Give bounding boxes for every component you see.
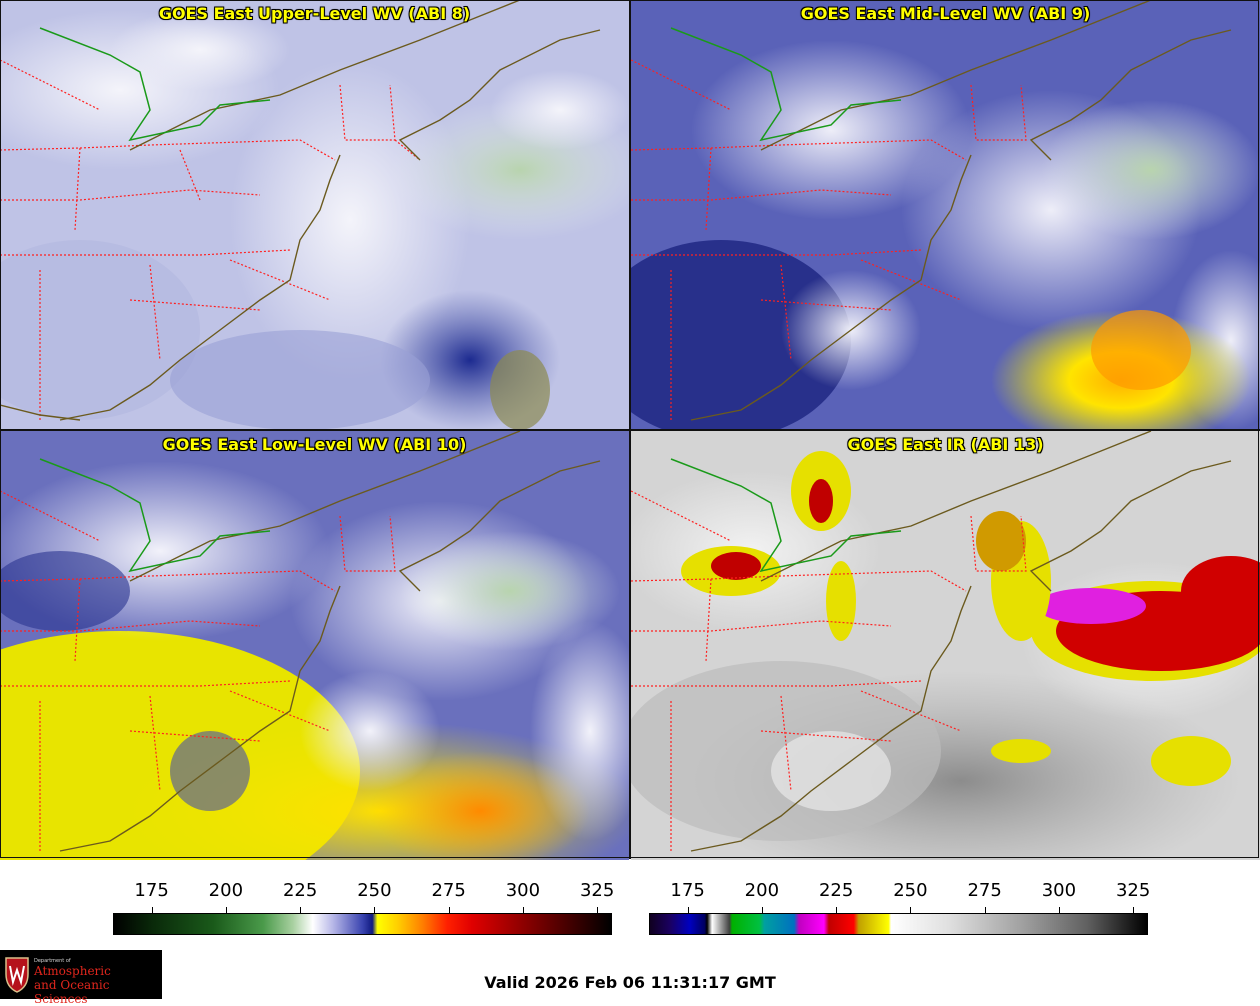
ir-colorbar-tick-label: 275 bbox=[967, 880, 1002, 901]
low-wv-panel: GOES East Low-Level WV (ABI 10) bbox=[0, 431, 629, 860]
ir-colorbar-tick bbox=[836, 907, 838, 913]
panel-title: GOES East Low-Level WV (ABI 10) bbox=[162, 435, 467, 454]
wv-colorbar-tick bbox=[597, 907, 599, 913]
ir-colorbar-tick-label: 225 bbox=[818, 880, 854, 901]
ir-panel: GOES East IR (ABI 13) bbox=[631, 431, 1260, 860]
ir-colorbar-tick bbox=[984, 907, 986, 913]
wv-colorbar-tick bbox=[448, 907, 450, 913]
wv-colorbar-tick bbox=[522, 907, 524, 913]
panel-divider-horizontal bbox=[0, 429, 1260, 431]
wv-colorbar-tick-label: 225 bbox=[282, 880, 318, 901]
wv-colorbar: 175 200 225 250 275 300 325 bbox=[113, 880, 615, 940]
wv-colorbar-tick bbox=[374, 907, 376, 913]
ir-image bbox=[631, 431, 1260, 860]
ir-colorbar-tick bbox=[687, 907, 689, 913]
ir-colorbar-tick-label: 200 bbox=[744, 880, 780, 901]
ir-colorbar-tick bbox=[1133, 907, 1135, 913]
wv-colorbar-tick-label: 175 bbox=[134, 880, 169, 901]
ir-colorbar-tick-label: 175 bbox=[670, 880, 705, 901]
uw-crest-icon bbox=[5, 957, 29, 993]
panel-title: GOES East IR (ABI 13) bbox=[847, 435, 1044, 454]
logo-line1: Atmospheric bbox=[34, 964, 111, 978]
ir-colorbar-tick bbox=[761, 907, 763, 913]
logo-department: Department of bbox=[34, 958, 71, 964]
ir-colorbar-tick-label: 250 bbox=[893, 880, 928, 901]
cold-cloud-tops bbox=[681, 451, 1260, 786]
upper-wv-panel: GOES East Upper-Level WV (ABI 8) bbox=[0, 0, 629, 429]
ir-colorbar-tick-label: 300 bbox=[1041, 880, 1077, 901]
ir-colorbar-tick bbox=[1058, 907, 1060, 913]
wv-colorbar-tick bbox=[300, 907, 302, 913]
panel-title: GOES East Mid-Level WV (ABI 9) bbox=[800, 4, 1091, 23]
wv-colorbar-tick-label: 275 bbox=[431, 880, 466, 901]
wv-colorbar-tick bbox=[225, 907, 227, 913]
ir-colorbar-gradient bbox=[649, 913, 1148, 935]
wv-colorbar-tick-label: 200 bbox=[208, 880, 244, 901]
valid-time: Valid 2026 Feb 06 11:31:17 GMT bbox=[484, 973, 776, 992]
ir-colorbar-tick bbox=[910, 907, 912, 913]
wv-colorbar-tick bbox=[151, 907, 153, 913]
upper-wv-image bbox=[0, 0, 629, 429]
aos-logo: Department of Atmospheric and Oceanic Sc… bbox=[0, 950, 162, 1006]
ir-colorbar: 175 200 225 250 275 300 325 bbox=[649, 880, 1151, 940]
mid-wv-panel: GOES East Mid-Level WV (ABI 9) bbox=[631, 0, 1260, 429]
low-wv-image bbox=[0, 431, 629, 860]
wv-colorbar-gradient bbox=[113, 913, 612, 935]
panel-title: GOES East Upper-Level WV (ABI 8) bbox=[158, 4, 471, 23]
wv-colorbar-tick-label: 300 bbox=[505, 880, 541, 901]
wv-colorbar-tick-label: 250 bbox=[357, 880, 392, 901]
wv-colorbar-tick-label: 325 bbox=[579, 880, 615, 901]
ir-colorbar-tick-label: 325 bbox=[1115, 880, 1151, 901]
mid-wv-image bbox=[631, 0, 1260, 429]
